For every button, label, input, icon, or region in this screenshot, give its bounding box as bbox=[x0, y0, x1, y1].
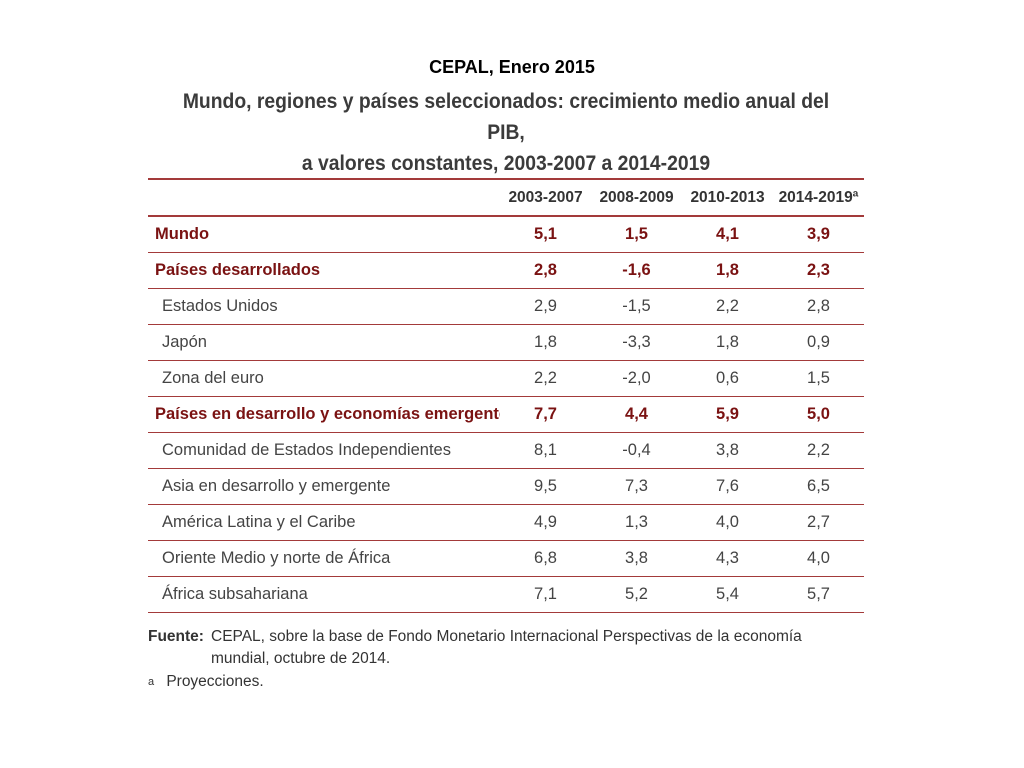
table-row: Zona del euro 2,2 -2,0 0,6 1,5 bbox=[148, 360, 864, 397]
table-row: América Latina y el Caribe 4,9 1,3 4,0 2,7 bbox=[148, 504, 864, 541]
table-figure: Mundo, regiones y países seleccionados: … bbox=[148, 86, 864, 698]
table-row: Asia en desarrollo y emergente 9,5 7,3 7,6 6… bbox=[148, 468, 864, 505]
value-cell: 2,3 bbox=[773, 252, 864, 289]
value-cell: 6,5 bbox=[773, 468, 864, 505]
table-title: Mundo, regiones y países seleccionados: … bbox=[177, 86, 836, 179]
footnote-text: Proyecciones. bbox=[166, 673, 264, 690]
value-cell: 7,6 bbox=[682, 468, 773, 505]
value-cell: 2,7 bbox=[773, 504, 864, 541]
value-cell: 7,1 bbox=[500, 576, 591, 613]
value-cell: 1,8 bbox=[682, 324, 773, 361]
value-cell: 1,5 bbox=[773, 360, 864, 397]
source-note: Fuente: CEPAL, sobre la base de Fondo Mo… bbox=[148, 626, 864, 670]
value-cell: 4,9 bbox=[500, 504, 591, 541]
value-cell: 1,8 bbox=[682, 252, 773, 289]
value-cell: 4,1 bbox=[682, 216, 773, 253]
value-cell: 5,7 bbox=[773, 576, 864, 613]
value-cell: 2,2 bbox=[773, 432, 864, 469]
table-row: Países desarrollados 2,8 -1,6 1,8 2,3 bbox=[148, 252, 864, 289]
table-notes: Fuente: CEPAL, sobre la base de Fondo Mo… bbox=[148, 626, 864, 692]
value-cell: 7,7 bbox=[500, 396, 591, 433]
row-label: Países en desarrollo y economías emergen… bbox=[148, 396, 500, 433]
value-cell: 5,1 bbox=[500, 216, 591, 253]
value-cell: 4,0 bbox=[773, 540, 864, 577]
value-cell: 5,9 bbox=[682, 396, 773, 433]
row-label: América Latina y el Caribe bbox=[148, 504, 500, 541]
table-header-row: 2003-2007 2008-2009 2010-2013 2014-2019ª bbox=[148, 178, 864, 217]
row-label: Mundo bbox=[148, 216, 500, 253]
table-row: Países en desarrollo y economías emergen… bbox=[148, 396, 864, 433]
table-row: Mundo 5,1 1,5 4,1 3,9 bbox=[148, 216, 864, 253]
footnote: a Proyecciones. bbox=[148, 672, 864, 692]
table-row: África subsahariana 7,1 5,2 5,4 5,7 bbox=[148, 576, 864, 613]
value-cell: 5,0 bbox=[773, 396, 864, 433]
value-cell: 2,8 bbox=[773, 288, 864, 325]
row-label: África subsahariana bbox=[148, 576, 500, 613]
row-label: Zona del euro bbox=[148, 360, 500, 397]
table-row: Japón 1,8 -3,3 1,8 0,9 bbox=[148, 324, 864, 361]
value-cell: 6,8 bbox=[500, 540, 591, 577]
row-label: Comunidad de Estados Independientes bbox=[148, 432, 500, 469]
value-cell: 4,0 bbox=[682, 504, 773, 541]
value-cell: 9,5 bbox=[500, 468, 591, 505]
column-header: 2008-2009 bbox=[591, 178, 682, 217]
row-label: Asia en desarrollo y emergente bbox=[148, 468, 500, 505]
value-cell: -1,5 bbox=[591, 288, 682, 325]
value-cell: 7,3 bbox=[591, 468, 682, 505]
value-cell: 5,2 bbox=[591, 576, 682, 613]
value-cell: -0,4 bbox=[591, 432, 682, 469]
table-row: Comunidad de Estados Independientes 8,1 -0… bbox=[148, 432, 864, 469]
source-text: CEPAL, sobre la base de Fondo Monetario … bbox=[211, 628, 802, 667]
value-cell: 2,8 bbox=[500, 252, 591, 289]
value-cell: 2,2 bbox=[500, 360, 591, 397]
value-cell: 1,3 bbox=[591, 504, 682, 541]
row-label: Estados Unidos bbox=[148, 288, 500, 325]
source-label: Fuente: bbox=[148, 628, 204, 645]
row-label: Japón bbox=[148, 324, 500, 361]
column-header: 2010-2013 bbox=[682, 178, 773, 217]
footnote-mark: a bbox=[148, 676, 155, 688]
value-cell: 4,3 bbox=[682, 540, 773, 577]
column-header: 2014-2019ª bbox=[773, 178, 864, 217]
value-cell: 4,4 bbox=[591, 396, 682, 433]
table-body: Mundo 5,1 1,5 4,1 3,9 Países desarrollados 2,8… bbox=[148, 216, 864, 613]
row-label: Países desarrollados bbox=[148, 252, 500, 289]
value-cell: 1,8 bbox=[500, 324, 591, 361]
table-title-line-2: a valores constantes, 2003-2007 a 2014-2… bbox=[301, 152, 711, 175]
row-label: Oriente Medio y norte de África bbox=[148, 540, 500, 577]
value-cell: 0,9 bbox=[773, 324, 864, 361]
header-label-cell bbox=[148, 178, 500, 217]
value-cell: 0,6 bbox=[682, 360, 773, 397]
gdp-growth-table: 2003-2007 2008-2009 2010-2013 2014-2019ª… bbox=[148, 178, 864, 613]
value-cell: -2,0 bbox=[591, 360, 682, 397]
value-cell: 2,2 bbox=[682, 288, 773, 325]
table-row: Oriente Medio y norte de África 6,8 3,8 4,3… bbox=[148, 540, 864, 577]
value-cell: 3,9 bbox=[773, 216, 864, 253]
table-title-line-1: Mundo, regiones y países seleccionados: … bbox=[182, 90, 830, 144]
slide-header: CEPAL, Enero 2015 bbox=[429, 57, 595, 77]
value-cell: 1,5 bbox=[591, 216, 682, 253]
value-cell: 5,4 bbox=[682, 576, 773, 613]
value-cell: 3,8 bbox=[682, 432, 773, 469]
value-cell: -1,6 bbox=[591, 252, 682, 289]
value-cell: -3,3 bbox=[591, 324, 682, 361]
value-cell: 2,9 bbox=[500, 288, 591, 325]
value-cell: 8,1 bbox=[500, 432, 591, 469]
column-header: 2003-2007 bbox=[500, 178, 591, 217]
table-row: Estados Unidos 2,9 -1,5 2,2 2,8 bbox=[148, 288, 864, 325]
value-cell: 3,8 bbox=[591, 540, 682, 577]
